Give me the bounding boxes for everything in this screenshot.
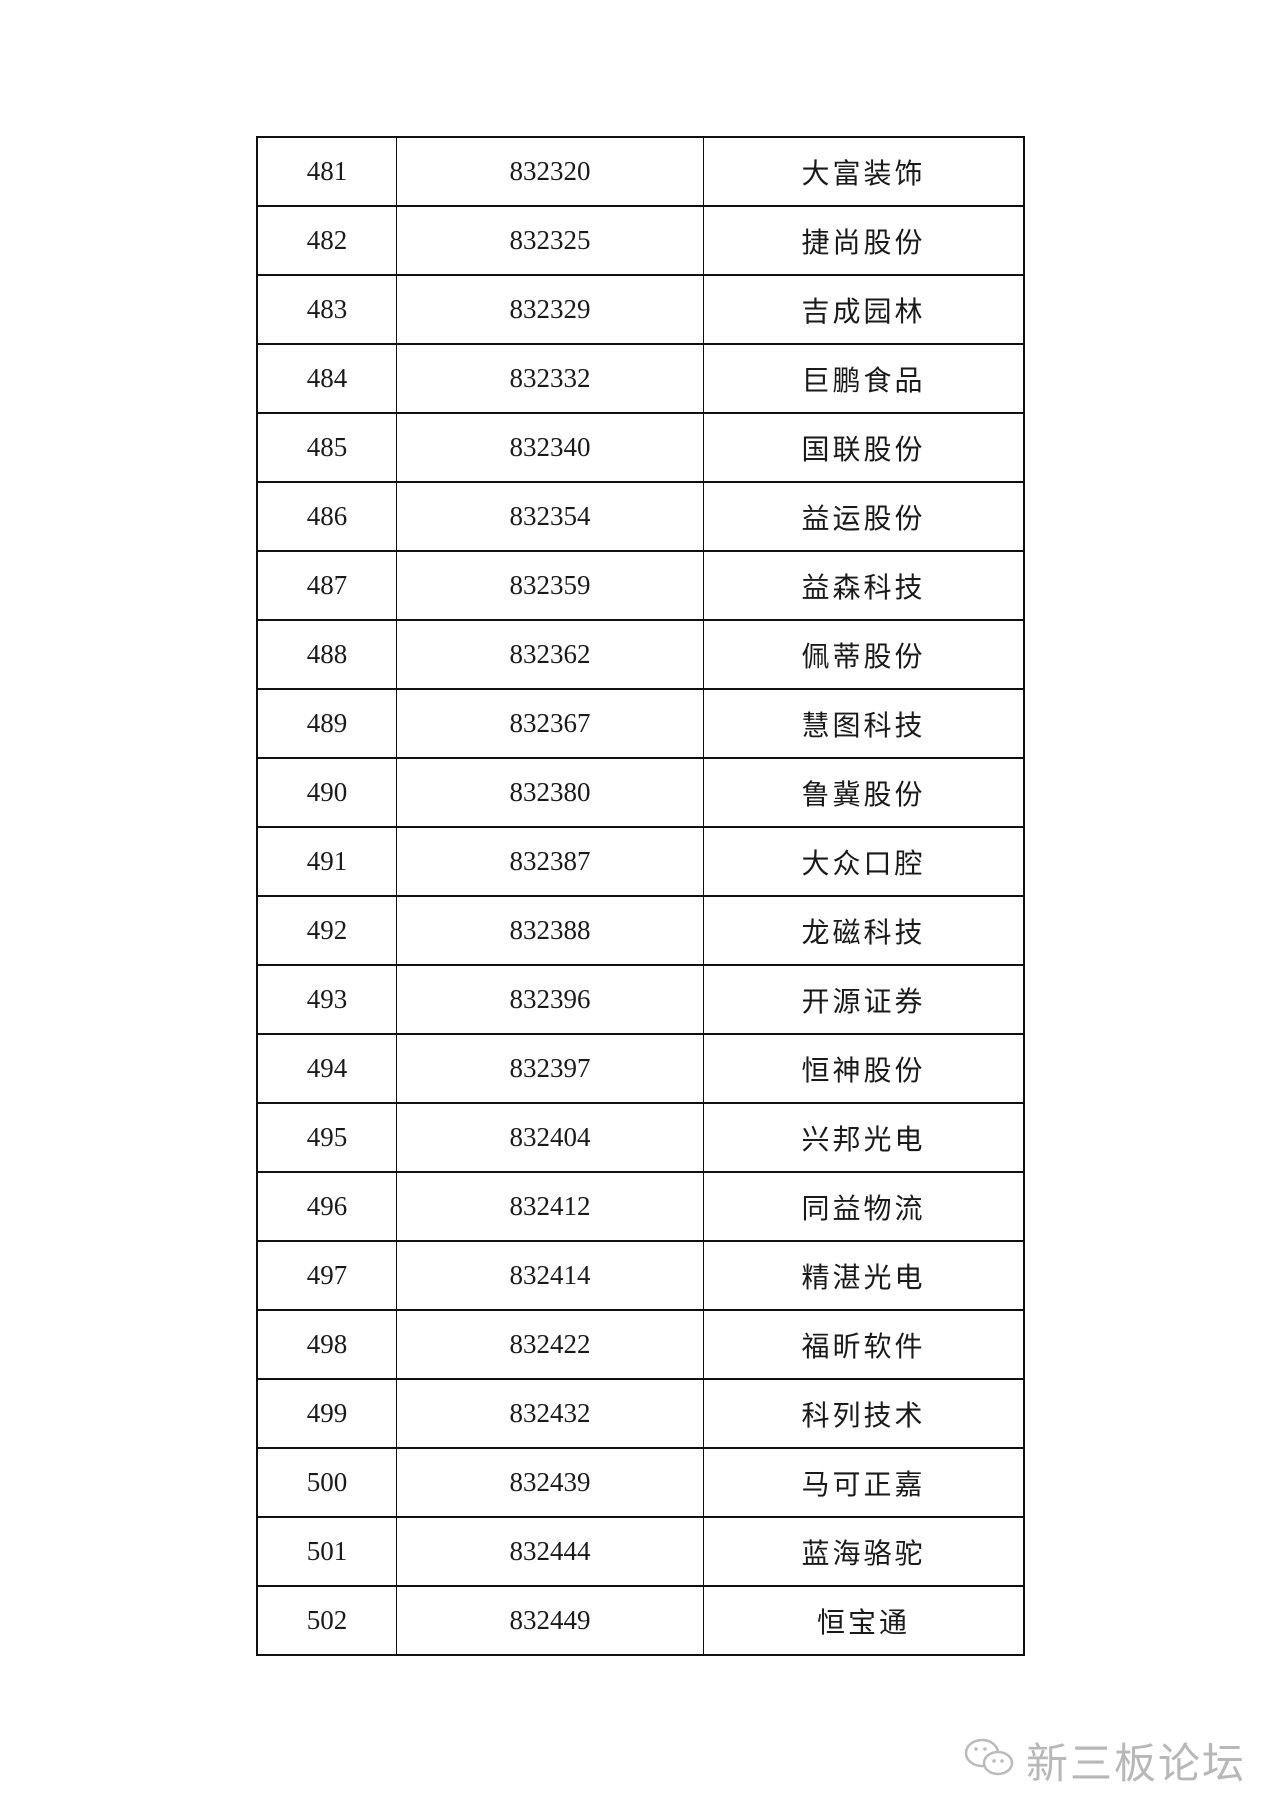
- company-name: 捷尚股份: [703, 205, 1025, 276]
- table-row: 488 832362 佩蒂股份: [256, 619, 1025, 690]
- row-number: 494: [256, 1033, 397, 1104]
- stock-code: 832354: [396, 481, 704, 552]
- row-number: 481: [256, 136, 397, 207]
- company-name: 鲁冀股份: [703, 757, 1025, 828]
- company-name: 益运股份: [703, 481, 1025, 552]
- stock-code: 832422: [396, 1309, 704, 1380]
- row-number: 489: [256, 688, 397, 759]
- stock-code: 832387: [396, 826, 704, 897]
- company-name: 兴邦光电: [703, 1102, 1025, 1173]
- table-row: 501 832444 蓝海骆驼: [256, 1516, 1025, 1587]
- table-row: 483 832329 吉成园林: [256, 274, 1025, 345]
- table-row: 497 832414 精湛光电: [256, 1240, 1025, 1311]
- table-row: 481 832320 大富装饰: [256, 136, 1025, 207]
- table-row: 498 832422 福昕软件: [256, 1309, 1025, 1380]
- company-name: 科列技术: [703, 1378, 1025, 1449]
- stock-code: 832329: [396, 274, 704, 345]
- table-row: 494 832397 恒神股份: [256, 1033, 1025, 1104]
- company-name: 开源证券: [703, 964, 1025, 1035]
- stock-code: 832388: [396, 895, 704, 966]
- table-row: 492 832388 龙磁科技: [256, 895, 1025, 966]
- company-name: 佩蒂股份: [703, 619, 1025, 690]
- row-number: 491: [256, 826, 397, 897]
- table-row: 490 832380 鲁冀股份: [256, 757, 1025, 828]
- company-name: 恒宝通: [703, 1585, 1025, 1656]
- stock-code: 832359: [396, 550, 704, 621]
- row-number: 497: [256, 1240, 397, 1311]
- row-number: 487: [256, 550, 397, 621]
- row-number: 499: [256, 1378, 397, 1449]
- company-name: 龙磁科技: [703, 895, 1025, 966]
- stock-code: 832397: [396, 1033, 704, 1104]
- row-number: 495: [256, 1102, 397, 1173]
- stock-code: 832412: [396, 1171, 704, 1242]
- row-number: 490: [256, 757, 397, 828]
- stock-code: 832340: [396, 412, 704, 483]
- row-number: 488: [256, 619, 397, 690]
- company-name: 恒神股份: [703, 1033, 1025, 1104]
- stock-code: 832439: [396, 1447, 704, 1518]
- company-name: 巨鹏食品: [703, 343, 1025, 414]
- stock-code: 832449: [396, 1585, 704, 1656]
- company-name: 吉成园林: [703, 274, 1025, 345]
- company-name: 益森科技: [703, 550, 1025, 621]
- row-number: 493: [256, 964, 397, 1035]
- company-name: 福昕软件: [703, 1309, 1025, 1380]
- row-number: 502: [256, 1585, 397, 1656]
- watermark: 新三板论坛: [962, 1730, 1246, 1791]
- company-name: 大众口腔: [703, 826, 1025, 897]
- company-list-table: 481 832320 大富装饰 482 832325 捷尚股份 483 832329 吉成园林 4…: [256, 136, 1025, 1656]
- company-name: 蓝海骆驼: [703, 1516, 1025, 1587]
- table-row: 491 832387 大众口腔: [256, 826, 1025, 897]
- stock-code: 832380: [396, 757, 704, 828]
- table-row: 487 832359 益森科技: [256, 550, 1025, 621]
- table-row: 500 832439 马可正嘉: [256, 1447, 1025, 1518]
- stock-code: 832396: [396, 964, 704, 1035]
- stock-code: 832404: [396, 1102, 704, 1173]
- table-row: 486 832354 益运股份: [256, 481, 1025, 552]
- stock-code: 832362: [396, 619, 704, 690]
- stock-code: 832332: [396, 343, 704, 414]
- row-number: 501: [256, 1516, 397, 1587]
- row-number: 482: [256, 205, 397, 276]
- company-name: 大富装饰: [703, 136, 1025, 207]
- table-row: 484 832332 巨鹏食品: [256, 343, 1025, 414]
- row-number: 485: [256, 412, 397, 483]
- stock-code: 832367: [396, 688, 704, 759]
- row-number: 496: [256, 1171, 397, 1242]
- table-row: 499 832432 科列技术: [256, 1378, 1025, 1449]
- company-name: 马可正嘉: [703, 1447, 1025, 1518]
- watermark-text: 新三板论坛: [1026, 1739, 1247, 1788]
- table-row: 485 832340 国联股份: [256, 412, 1025, 483]
- stock-code: 832432: [396, 1378, 704, 1449]
- stock-code: 832325: [396, 205, 704, 276]
- row-number: 492: [256, 895, 397, 966]
- stock-code: 832320: [396, 136, 704, 207]
- wechat-icon: [962, 1733, 1018, 1788]
- row-number: 500: [256, 1447, 397, 1518]
- company-name: 国联股份: [703, 412, 1025, 483]
- company-name: 慧图科技: [703, 688, 1025, 759]
- row-number: 498: [256, 1309, 397, 1380]
- table-row: 496 832412 同益物流: [256, 1171, 1025, 1242]
- table-row: 495 832404 兴邦光电: [256, 1102, 1025, 1173]
- table-row: 482 832325 捷尚股份: [256, 205, 1025, 276]
- table-row: 489 832367 慧图科技: [256, 688, 1025, 759]
- stock-code: 832414: [396, 1240, 704, 1311]
- stock-code: 832444: [396, 1516, 704, 1587]
- row-number: 483: [256, 274, 397, 345]
- table-row: 493 832396 开源证券: [256, 964, 1025, 1035]
- row-number: 484: [256, 343, 397, 414]
- company-name: 同益物流: [703, 1171, 1025, 1242]
- company-name: 精湛光电: [703, 1240, 1025, 1311]
- row-number: 486: [256, 481, 397, 552]
- table-row: 502 832449 恒宝通: [256, 1585, 1025, 1656]
